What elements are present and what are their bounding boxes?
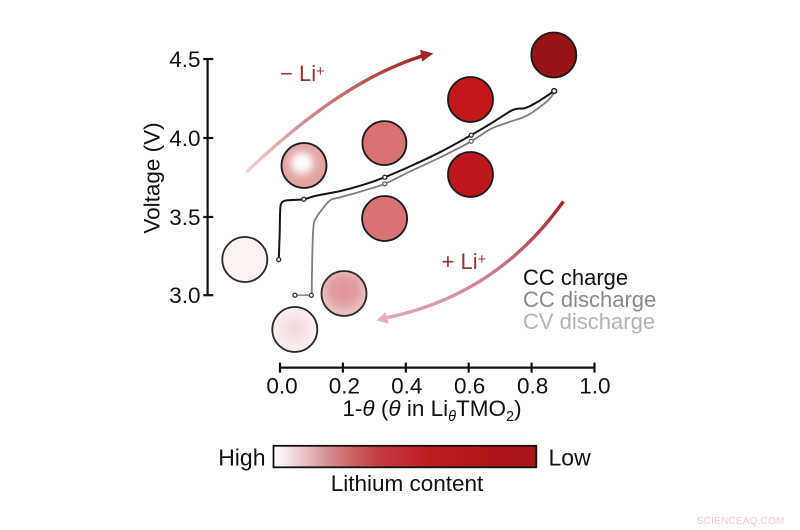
svg-text:CC discharge: CC discharge bbox=[523, 287, 656, 312]
svg-text:0.6: 0.6 bbox=[454, 374, 485, 399]
svg-text:Voltage (V): Voltage (V) bbox=[140, 122, 165, 233]
svg-text:High: High bbox=[218, 445, 265, 471]
svg-text:0.8: 0.8 bbox=[517, 374, 548, 399]
svg-text:1-θ (θ in LiθTMO2): 1-θ (θ in LiθTMO2) bbox=[342, 396, 521, 425]
svg-text:0.4: 0.4 bbox=[391, 374, 422, 399]
svg-text:3.0: 3.0 bbox=[169, 283, 200, 308]
svg-text:Lithium content: Lithium content bbox=[331, 471, 484, 496]
svg-text:4.5: 4.5 bbox=[169, 47, 200, 72]
svg-text:0.2: 0.2 bbox=[329, 374, 360, 399]
svg-text:CC charge: CC charge bbox=[523, 265, 628, 290]
svg-text:3.5: 3.5 bbox=[169, 205, 200, 230]
svg-text:Low: Low bbox=[549, 445, 592, 471]
svg-text:4.0: 4.0 bbox=[169, 126, 200, 151]
svg-text:0.0: 0.0 bbox=[266, 374, 297, 399]
svg-text:CV discharge: CV discharge bbox=[523, 309, 655, 334]
svg-text:SCIENCEAQ.COM: SCIENCEAQ.COM bbox=[697, 516, 785, 527]
svg-text:1.0: 1.0 bbox=[579, 374, 610, 399]
